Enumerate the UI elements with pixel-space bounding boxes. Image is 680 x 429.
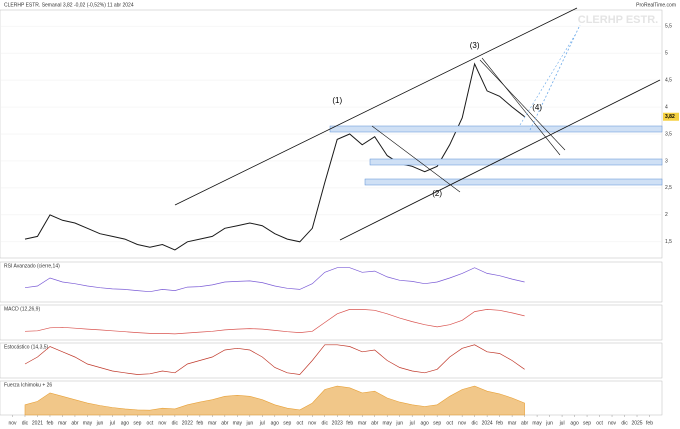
trend-line	[371, 125, 461, 193]
line	[24, 267, 525, 293]
x-tick-label: 2024	[482, 420, 493, 426]
pane-title: Fuerza Ichimoku + 26	[4, 382, 52, 388]
support-zone	[364, 178, 663, 186]
y-tick-label: 2	[665, 212, 668, 218]
x-tick-label: sep	[583, 420, 591, 426]
watermark: CLERHP ESTR.	[578, 14, 658, 26]
x-tick-label: feb	[46, 420, 53, 426]
x-tick-label: dic	[172, 420, 179, 426]
channel-line	[174, 7, 578, 206]
x-tick-label: feb	[646, 420, 653, 426]
x-tick-label: 2023	[332, 420, 343, 426]
x-tick-label: jun	[395, 420, 403, 426]
last-value-box	[663, 112, 679, 121]
x-tick-label: 2021	[32, 420, 43, 426]
x-tick-label: nov	[308, 420, 317, 426]
x-tick-label: mar	[208, 420, 217, 426]
y-tick-label: 5	[665, 50, 668, 56]
projection	[529, 24, 581, 131]
trend-line	[481, 57, 561, 156]
pane-frame	[0, 261, 663, 303]
y-tick-label: 3	[665, 158, 668, 164]
trend-line	[479, 59, 566, 151]
chart-title: CLERHP ESTR. Semanal 3,82 -0,02 (-0,52%)…	[4, 2, 134, 8]
x-tick-label: sep	[283, 420, 291, 426]
x-tick-label: may	[382, 420, 392, 426]
pane-title: Estocástico (14,3,5)	[4, 344, 49, 350]
support-zone	[329, 125, 663, 133]
x-tick-label: oct	[147, 420, 154, 426]
projection	[519, 34, 576, 126]
x-tick-label: dic	[621, 420, 628, 426]
wave-label: (3)	[470, 41, 480, 50]
support-zone	[369, 158, 663, 166]
pane: 1,5 2 2,5 3 3,5 4 4,5 5 5,5 3,82	[0, 9, 679, 259]
wave-label: (1)	[332, 96, 342, 105]
x-tick-label: may	[532, 420, 542, 426]
y-tick-label: 4,5	[665, 77, 672, 83]
y-tick-label: 5,5	[665, 24, 672, 30]
x-tick-label: dic	[22, 420, 29, 426]
x-tick-label: jun	[545, 420, 553, 426]
x-tick-label: abr	[221, 420, 229, 426]
channel-line	[339, 79, 661, 241]
x-tick-label: jun	[245, 420, 253, 426]
x-tick-label: jul	[109, 420, 115, 426]
x-tick-label: abr	[71, 420, 79, 426]
x-tick-label: feb	[346, 420, 353, 426]
x-tick-label: jul	[409, 420, 415, 426]
x-tick-label: feb	[496, 420, 503, 426]
x-tick-label: feb	[196, 420, 203, 426]
x-tick-label: ago	[271, 420, 280, 426]
line	[24, 309, 525, 335]
pane-title: MACD (12,26,9)	[4, 306, 40, 312]
x-tick-label: abr	[521, 420, 529, 426]
x-tick-label: jul	[259, 420, 265, 426]
x-tick-label: may	[233, 420, 243, 426]
pane-frame	[0, 342, 663, 379]
x-tick-label: mar	[58, 420, 67, 426]
last-value-label: 3,82	[665, 114, 675, 120]
x-tick-label: mar	[508, 420, 517, 426]
drawings	[174, 7, 663, 241]
x-tick-label: jul	[559, 420, 565, 426]
y-tick-label: 3,5	[665, 131, 672, 137]
source: ProRealTime.com	[636, 2, 676, 8]
x-tick-label: sep	[433, 420, 441, 426]
pane-title: RSI Avanzado (cierre,14)	[4, 263, 60, 269]
x-tick-label: 2022	[182, 420, 193, 426]
x-tick-label: nov	[458, 420, 467, 426]
y-tick-label: 1,5	[665, 239, 672, 245]
x-tick-label: nov	[8, 420, 17, 426]
pane-frame	[0, 304, 663, 341]
x-tick-label: oct	[596, 420, 603, 426]
x-tick-label: ago	[421, 420, 430, 426]
x-tick-label: nov	[608, 420, 617, 426]
area	[24, 385, 525, 416]
pane: RSI Avanzado (cierre,14)	[0, 261, 663, 303]
x-tick-label: dic	[471, 420, 478, 426]
x-tick-label: oct	[296, 420, 303, 426]
x-tick-label: dic	[322, 420, 329, 426]
x-tick-label: ago	[121, 420, 130, 426]
x-tick-label: jun	[96, 420, 104, 426]
pane: MACD (12,26,9)	[0, 304, 663, 341]
wave-label: (2)	[432, 189, 442, 198]
x-tick-label: sep	[133, 420, 141, 426]
x-tick-label: mar	[358, 420, 367, 426]
x-tick-label: 2025	[631, 420, 642, 426]
x-tick-label: oct	[446, 420, 453, 426]
pane: Estocástico (14,3,5)	[0, 342, 663, 379]
x-tick-label: abr	[371, 420, 379, 426]
line	[24, 344, 525, 375]
wave-label: (4)	[532, 103, 542, 112]
y-tick-label: 2,5	[665, 185, 672, 191]
x-tick-label: ago	[570, 420, 579, 426]
x-tick-label: nov	[158, 420, 167, 426]
y-tick-label: 4	[665, 104, 668, 110]
x-tick-label: may	[83, 420, 93, 426]
